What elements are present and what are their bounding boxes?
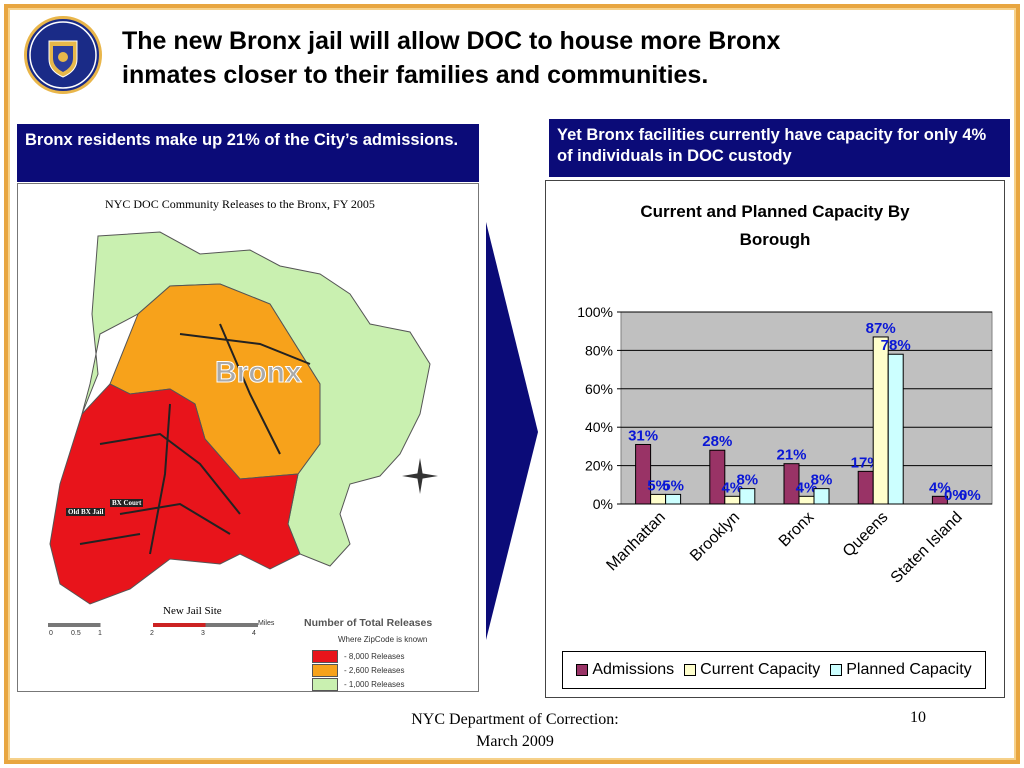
map-scale-bar [48, 623, 258, 627]
right-header: Yet Bronx facilities currently have capa… [549, 119, 1010, 177]
y-tick-label: 60% [585, 381, 613, 397]
legend-swatch-mid [312, 664, 338, 677]
map-legend-title: Number of Total Releases [304, 617, 433, 629]
slide-title: The new Bronx jail will allow DOC to hou… [122, 24, 982, 92]
x-tick-label: Manhattan [603, 509, 668, 574]
data-label: 5% [662, 477, 684, 494]
scale-tick: 0 [49, 630, 53, 637]
legend-label-high: - 8,000 Releases [344, 652, 405, 661]
map-legend-row-low: - 1,000 Releases [312, 678, 404, 691]
footer-line-2: March 2009 [476, 733, 554, 750]
legend-label-admissions: Admissions [592, 661, 675, 678]
slide-border [4, 4, 1020, 764]
y-tick-label: 100% [577, 304, 613, 320]
bar-planned-capacity [887, 353, 904, 505]
footer: NYC Department of Correction: March 2009 [380, 709, 650, 753]
scale-tick: 0.5 [71, 630, 81, 637]
scale-tick: 1 [98, 630, 102, 637]
data-label: 4% [721, 479, 743, 496]
map-zone-low [81, 231, 431, 567]
data-label: 28% [702, 433, 732, 450]
y-tick-label: 80% [585, 342, 613, 358]
legend-item-planned-capacity: Planned Capacity [827, 661, 974, 679]
plot-area [620, 311, 993, 505]
scale-tick: 4 [252, 630, 256, 637]
legend-swatch-high [312, 650, 338, 663]
data-label: 4% [796, 479, 818, 496]
footer-line-1: NYC Department of Correction: [411, 711, 619, 728]
bar-current-capacity [872, 336, 889, 505]
y-tick-label: 40% [585, 419, 613, 435]
x-tick-label: Staten Island [888, 509, 966, 587]
scale-tick: 2 [150, 630, 154, 637]
new-jail-site-label: New Jail Site [163, 605, 222, 617]
chart-title-line-1: Current and Planned Capacity By [640, 202, 910, 221]
bar-current-capacity [798, 495, 815, 505]
court-label: BX Court [110, 499, 144, 507]
data-label: 87% [866, 320, 896, 337]
data-label: 0% [944, 487, 966, 504]
arrow-icon [486, 222, 538, 640]
legend-swatch-admissions [576, 664, 589, 676]
data-label: 31% [628, 427, 658, 444]
legend-label-low: - 1,000 Releases [344, 680, 405, 689]
chart-legend: Admissions Current Capacity Planned Capa… [562, 651, 986, 689]
legend-label-mid: - 2,600 Releases [344, 666, 405, 675]
x-tick-label: Bronx [776, 509, 818, 551]
title-line-2: inmates closer to their families and com… [122, 61, 709, 89]
x-tick-label: Queens [840, 509, 892, 561]
map-legend-row-mid: - 2,600 Releases [312, 664, 404, 677]
map-caption: NYC DOC Community Releases to the Bronx,… [105, 197, 375, 211]
data-label: 8% [811, 472, 833, 489]
legend-item-current-capacity: Current Capacity [681, 661, 823, 679]
doc-seal-logo [24, 16, 102, 94]
bar-planned-capacity [739, 488, 756, 505]
legend-label-current-capacity: Current Capacity [700, 661, 821, 678]
map-zone-high [49, 383, 301, 605]
page-number: 10 [910, 709, 926, 726]
chart-title-line-2: Borough [740, 230, 811, 249]
map-legend-row-high: - 8,000 Releases [312, 650, 404, 663]
bronx-map: Bronx [49, 231, 438, 605]
title-line-1: The new Bronx jail will allow DOC to hou… [122, 27, 781, 55]
x-tick-label: Brooklyn [687, 509, 743, 565]
bar-current-capacity [724, 495, 741, 505]
old-jail-label: Old BX Jail [66, 508, 106, 516]
legend-swatch-low [312, 678, 338, 691]
data-label: 21% [776, 447, 806, 464]
scale-unit: Miles [258, 620, 275, 627]
y-tick-label: 20% [585, 458, 613, 474]
scale-tick: 3 [201, 630, 205, 637]
data-label: 4% [929, 479, 951, 496]
data-label: 8% [736, 472, 758, 489]
data-label: 5% [647, 477, 669, 494]
data-label: 0% [959, 487, 981, 504]
legend-swatch-planned-capacity [830, 664, 843, 676]
y-tick-label: 0% [593, 496, 613, 512]
map-legend-subtitle: Where ZipCode is known [338, 635, 428, 644]
legend-label-planned-capacity: Planned Capacity [846, 661, 972, 678]
bar-current-capacity [650, 493, 667, 505]
bar-planned-capacity [813, 488, 830, 505]
bar-planned-capacity [665, 493, 682, 505]
capacity-chart: Current and Planned Capacity By Borough … [577, 202, 993, 587]
legend-item-admissions: Admissions [573, 661, 677, 679]
legend-swatch-current-capacity [684, 664, 697, 676]
bar-admissions [635, 443, 652, 505]
left-header: Bronx residents make up 21% of the City’… [17, 124, 479, 182]
data-label: 78% [881, 337, 911, 354]
compass-icon [402, 458, 438, 494]
bar-admissions [857, 470, 874, 505]
map-bronx-label: Bronx [215, 356, 302, 389]
